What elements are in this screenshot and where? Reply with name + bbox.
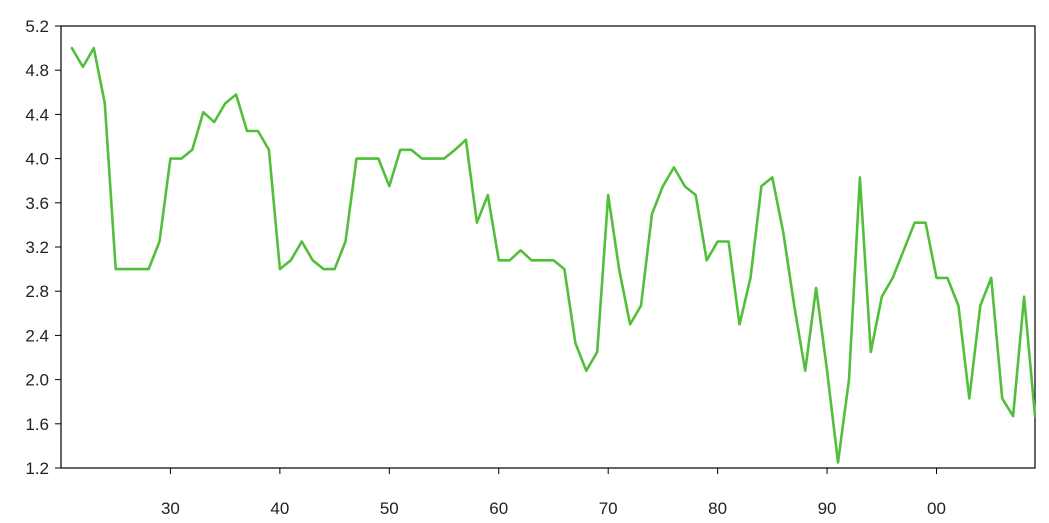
y-tick-label: 4.8 <box>25 61 49 80</box>
y-tick-label: 2.4 <box>25 326 49 345</box>
x-tick-label: 80 <box>708 499 727 518</box>
x-tick-label: 60 <box>489 499 508 518</box>
series-layer <box>70 46 1037 464</box>
y-tick-label: 1.2 <box>25 459 49 478</box>
x-axis: 30 40 50 60 70 80 90 00 <box>161 468 946 518</box>
y-tick-label: 4.4 <box>25 105 49 124</box>
y-tick-label: 3.2 <box>25 238 49 257</box>
y-tick-label: 4.0 <box>25 150 49 169</box>
plot-frame <box>60 25 1036 469</box>
x-tick-label: 90 <box>818 499 837 518</box>
y-tick-label: 2.8 <box>25 282 49 301</box>
x-tick-label: 50 <box>380 499 399 518</box>
series-line <box>70 46 1037 464</box>
y-axis: 1.2 1.6 2.0 2.4 2.8 3.2 3.6 4.0 4.4 4.8 5.2 <box>25 17 61 478</box>
y-tick-label: 5.2 <box>25 17 49 36</box>
x-tick-label: 40 <box>270 499 289 518</box>
x-tick-label: 30 <box>161 499 180 518</box>
x-tick-label: 70 <box>599 499 618 518</box>
y-tick-label: 2.0 <box>25 371 49 390</box>
y-tick-label: 3.6 <box>25 194 49 213</box>
x-tick-label: 00 <box>927 499 946 518</box>
y-tick-label: 1.6 <box>25 415 49 434</box>
